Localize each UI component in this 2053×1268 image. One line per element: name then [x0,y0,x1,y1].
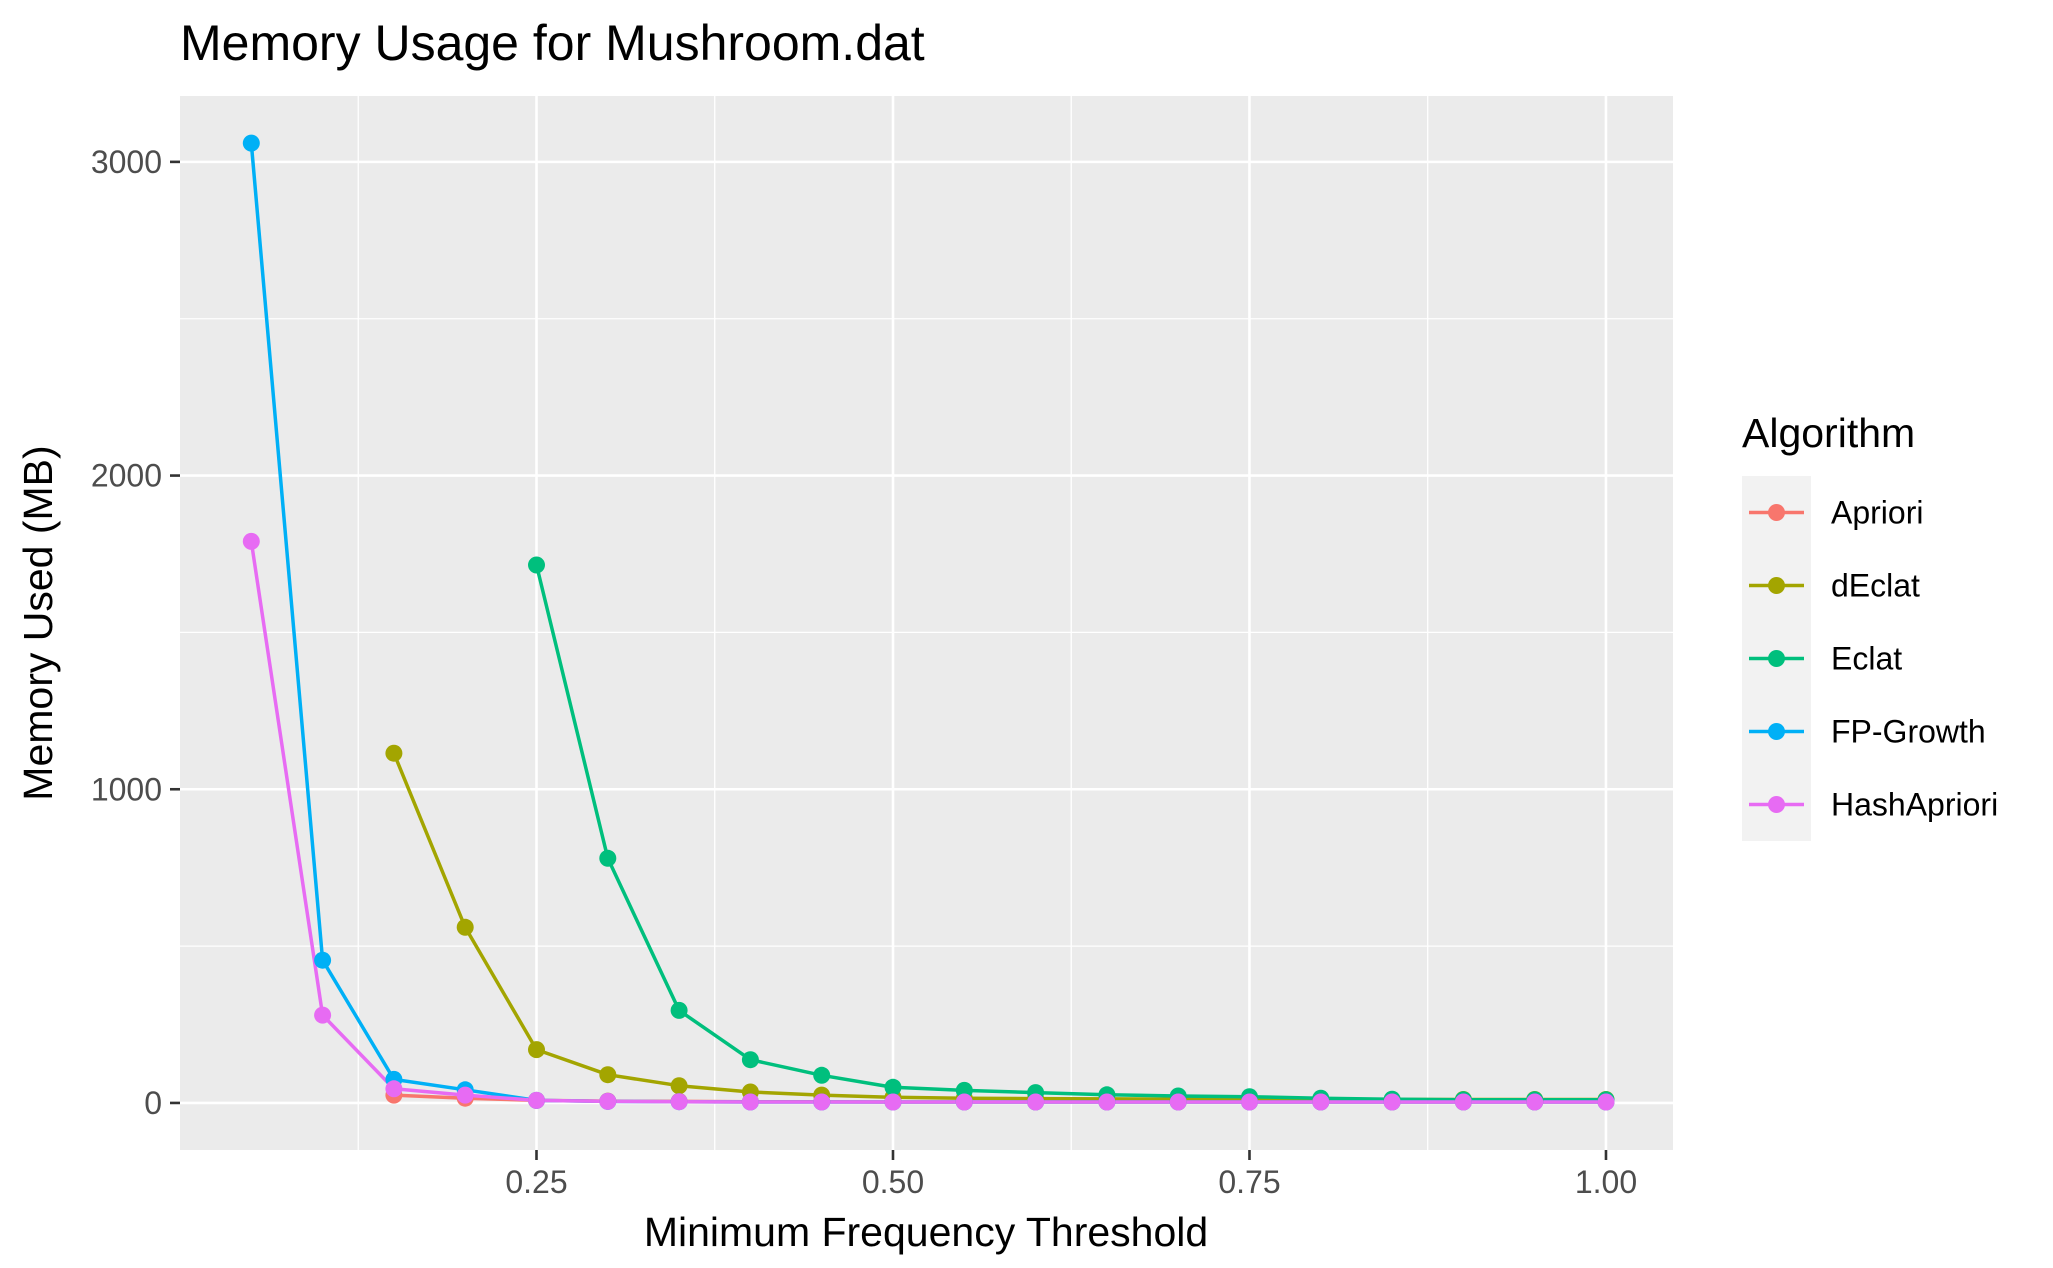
legend-item-eclat: Eclat [1742,622,1902,695]
data-point-eclat [670,1001,688,1019]
data-point-hashapriori [1526,1093,1544,1111]
data-point-hashapriori [955,1093,973,1111]
x-tick-label: 1.00 [1575,1164,1637,1200]
data-point-hashapriori [1169,1093,1187,1111]
legend-key-point [1768,650,1785,667]
x-tick-label: 0.75 [1218,1164,1280,1200]
legend-item-apriori: Apriori [1742,476,1923,549]
legend-label: Apriori [1831,495,1923,531]
data-point-hashapriori [1098,1093,1116,1111]
data-point-hashapriori [1027,1093,1045,1111]
plot-panel [180,96,1673,1150]
series-lines [249,142,1606,1104]
y-tick-label: 1000 [91,771,162,807]
legend-key-point [1768,796,1785,813]
legend-label: FP-Growth [1831,714,1986,750]
data-point-declat [456,918,474,936]
data-point-eclat [528,556,545,574]
chart-title: Memory Usage for Mushroom.dat [180,15,925,71]
data-point-hashapriori [1383,1093,1401,1111]
legend-key-point [1768,577,1785,594]
y-tick-label: 0 [144,1085,162,1121]
legend-item-hashapriori: HashApriori [1742,768,1998,841]
data-point-hashapriori [242,532,260,550]
data-point-fp-growth [242,134,260,152]
data-point-hashapriori [1454,1093,1472,1111]
data-point-hashapriori [1312,1093,1330,1111]
legend-item-fp-growth: FP-Growth [1742,695,1986,768]
data-point-hashapriori [741,1093,759,1111]
data-point-declat [385,744,403,762]
data-point-hashapriori [1597,1093,1615,1111]
data-point-hashapriori [884,1093,902,1111]
data-point-declat [599,1066,617,1084]
x-tick-label: 0.25 [505,1164,567,1200]
data-point-eclat [741,1051,759,1069]
legend-key-point [1768,504,1785,521]
legend-item-declat: dEclat [1742,549,1920,622]
data-point-eclat [884,1078,902,1096]
y-tick-label: 2000 [91,458,162,494]
y-tick-label: 3000 [91,144,162,180]
data-point-hashapriori [670,1093,688,1111]
x-axis-title: Minimum Frequency Threshold [644,1209,1208,1255]
series-line-hashapriori [249,541,1606,1104]
data-point-hashapriori [456,1086,474,1104]
data-point-hashapriori [528,1091,545,1109]
axes: 0.25 0.50 0.75 1.00 0 1000 2000 3000 [91,144,1637,1200]
legend-label: dEclat [1831,568,1920,604]
data-point-hashapriori [813,1093,831,1111]
data-point-hashapriori [385,1080,403,1098]
data-point-eclat [813,1066,831,1084]
legend-title: Algorithm [1742,410,1915,456]
data-point-declat [670,1077,688,1095]
grid [180,96,1673,1150]
data-point-hashapriori [599,1092,617,1110]
data-point-hashapriori [314,1006,332,1024]
legend: Algorithm Apriori dEclat Eclat FP-Growth Has… [1742,410,1998,841]
legend-label: HashApriori [1831,787,1998,823]
data-point-eclat [599,849,617,867]
data-point-hashapriori [1241,1093,1258,1111]
series-line-eclat [534,564,1606,1102]
data-point-fp-growth [314,951,332,969]
data-point-declat [528,1041,545,1059]
legend-label: Eclat [1831,641,1902,677]
x-tick-label: 0.50 [862,1164,924,1200]
legend-key-point [1768,723,1785,740]
series-points [242,134,1615,1111]
y-axis-title: Memory Used (MB) [15,445,61,800]
